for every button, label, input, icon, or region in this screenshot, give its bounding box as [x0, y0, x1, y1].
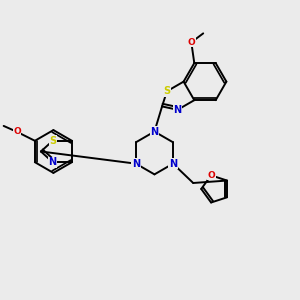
- Text: S: S: [163, 86, 170, 96]
- Text: N: N: [49, 157, 57, 167]
- Text: N: N: [132, 159, 140, 169]
- Text: N: N: [173, 105, 182, 115]
- Text: S: S: [49, 136, 56, 146]
- Text: O: O: [207, 171, 215, 180]
- Text: O: O: [188, 38, 195, 47]
- Text: N: N: [169, 159, 177, 169]
- Text: O: O: [13, 128, 21, 136]
- Text: N: N: [150, 127, 158, 136]
